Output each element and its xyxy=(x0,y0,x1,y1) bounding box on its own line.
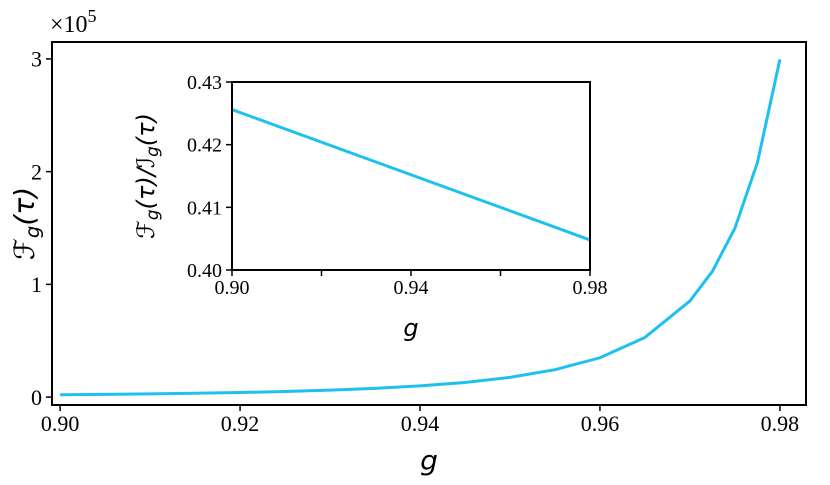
y-tick-label: 0.43 xyxy=(187,72,222,94)
y-axis-label-part: (τ)/ xyxy=(132,165,160,209)
x-axis-label: g xyxy=(420,444,438,477)
x-tick-label: 0.98 xyxy=(761,411,800,436)
y-axis-label-part: (τ) xyxy=(8,187,41,226)
y-tick-label: 2 xyxy=(31,159,42,184)
y-tick-label: 3 xyxy=(31,47,42,72)
line xyxy=(231,108,591,242)
y-tick-label: 0 xyxy=(31,385,42,410)
x-tick-label: 0.96 xyxy=(581,411,620,436)
y-axis-label-part: g xyxy=(142,146,162,157)
offset-exponent: 5 xyxy=(88,6,97,26)
y-axis-label: ℱg(τ) xyxy=(8,187,44,260)
y-tick-label: 0.41 xyxy=(187,197,222,219)
y-tick-label: 1 xyxy=(31,272,42,297)
x-tick-label: 0.92 xyxy=(221,411,260,436)
x-tick-label: 0.98 xyxy=(573,277,608,299)
x-axis-label: g xyxy=(403,314,418,342)
y-axis-label-part: (τ) xyxy=(132,113,160,146)
x-tick-label: 0.90 xyxy=(41,411,80,436)
y-tick-label: 0.40 xyxy=(187,260,222,282)
y-axis-label-part: ℐ xyxy=(132,157,160,168)
y-axis-label-part: g xyxy=(142,209,162,220)
y-axis-label: ℱg(τ)/ℐg(τ) xyxy=(132,113,162,239)
x-tick-label: 0.94 xyxy=(401,411,440,436)
x-tick-label: 0.94 xyxy=(394,277,429,299)
y-axis-label-part: g xyxy=(21,226,44,238)
y-axis-label-part: ℱ xyxy=(8,238,41,260)
line xyxy=(60,59,782,397)
y-tick-label: 0.42 xyxy=(187,135,222,157)
axes-frame xyxy=(51,41,807,406)
axis-offset: ×105 xyxy=(50,6,97,38)
y-axis-label-part: ℱ xyxy=(132,220,160,239)
x-tick-label: 0.90 xyxy=(215,277,250,299)
offset-base: ×10 xyxy=(50,12,88,38)
